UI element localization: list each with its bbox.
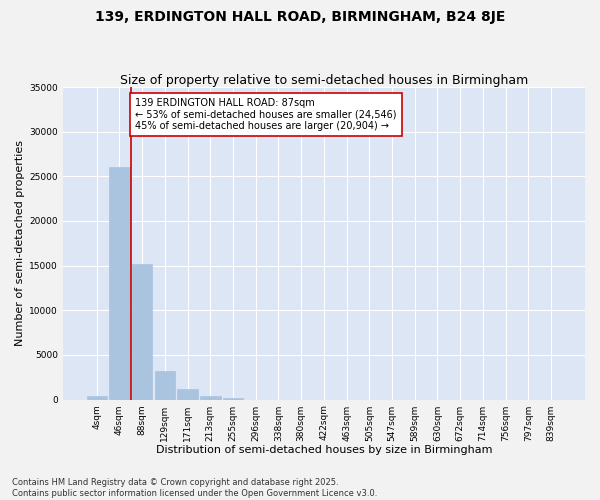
Text: 139, ERDINGTON HALL ROAD, BIRMINGHAM, B24 8JE: 139, ERDINGTON HALL ROAD, BIRMINGHAM, B2… <box>95 10 505 24</box>
Bar <box>132 264 152 400</box>
Bar <box>86 396 107 400</box>
Bar <box>223 398 243 400</box>
X-axis label: Distribution of semi-detached houses by size in Birmingham: Distribution of semi-detached houses by … <box>155 445 492 455</box>
Bar <box>155 371 175 400</box>
Bar <box>200 396 221 400</box>
Bar <box>109 168 130 400</box>
Y-axis label: Number of semi-detached properties: Number of semi-detached properties <box>15 140 25 346</box>
Title: Size of property relative to semi-detached houses in Birmingham: Size of property relative to semi-detach… <box>120 74 528 87</box>
Text: Contains HM Land Registry data © Crown copyright and database right 2025.
Contai: Contains HM Land Registry data © Crown c… <box>12 478 377 498</box>
Bar <box>178 389 198 400</box>
Text: 139 ERDINGTON HALL ROAD: 87sqm
← 53% of semi-detached houses are smaller (24,546: 139 ERDINGTON HALL ROAD: 87sqm ← 53% of … <box>136 98 397 131</box>
